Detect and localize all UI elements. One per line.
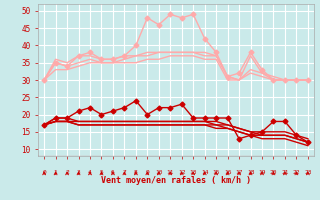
X-axis label: Vent moyen/en rafales ( km/h ): Vent moyen/en rafales ( km/h ) xyxy=(101,176,251,185)
